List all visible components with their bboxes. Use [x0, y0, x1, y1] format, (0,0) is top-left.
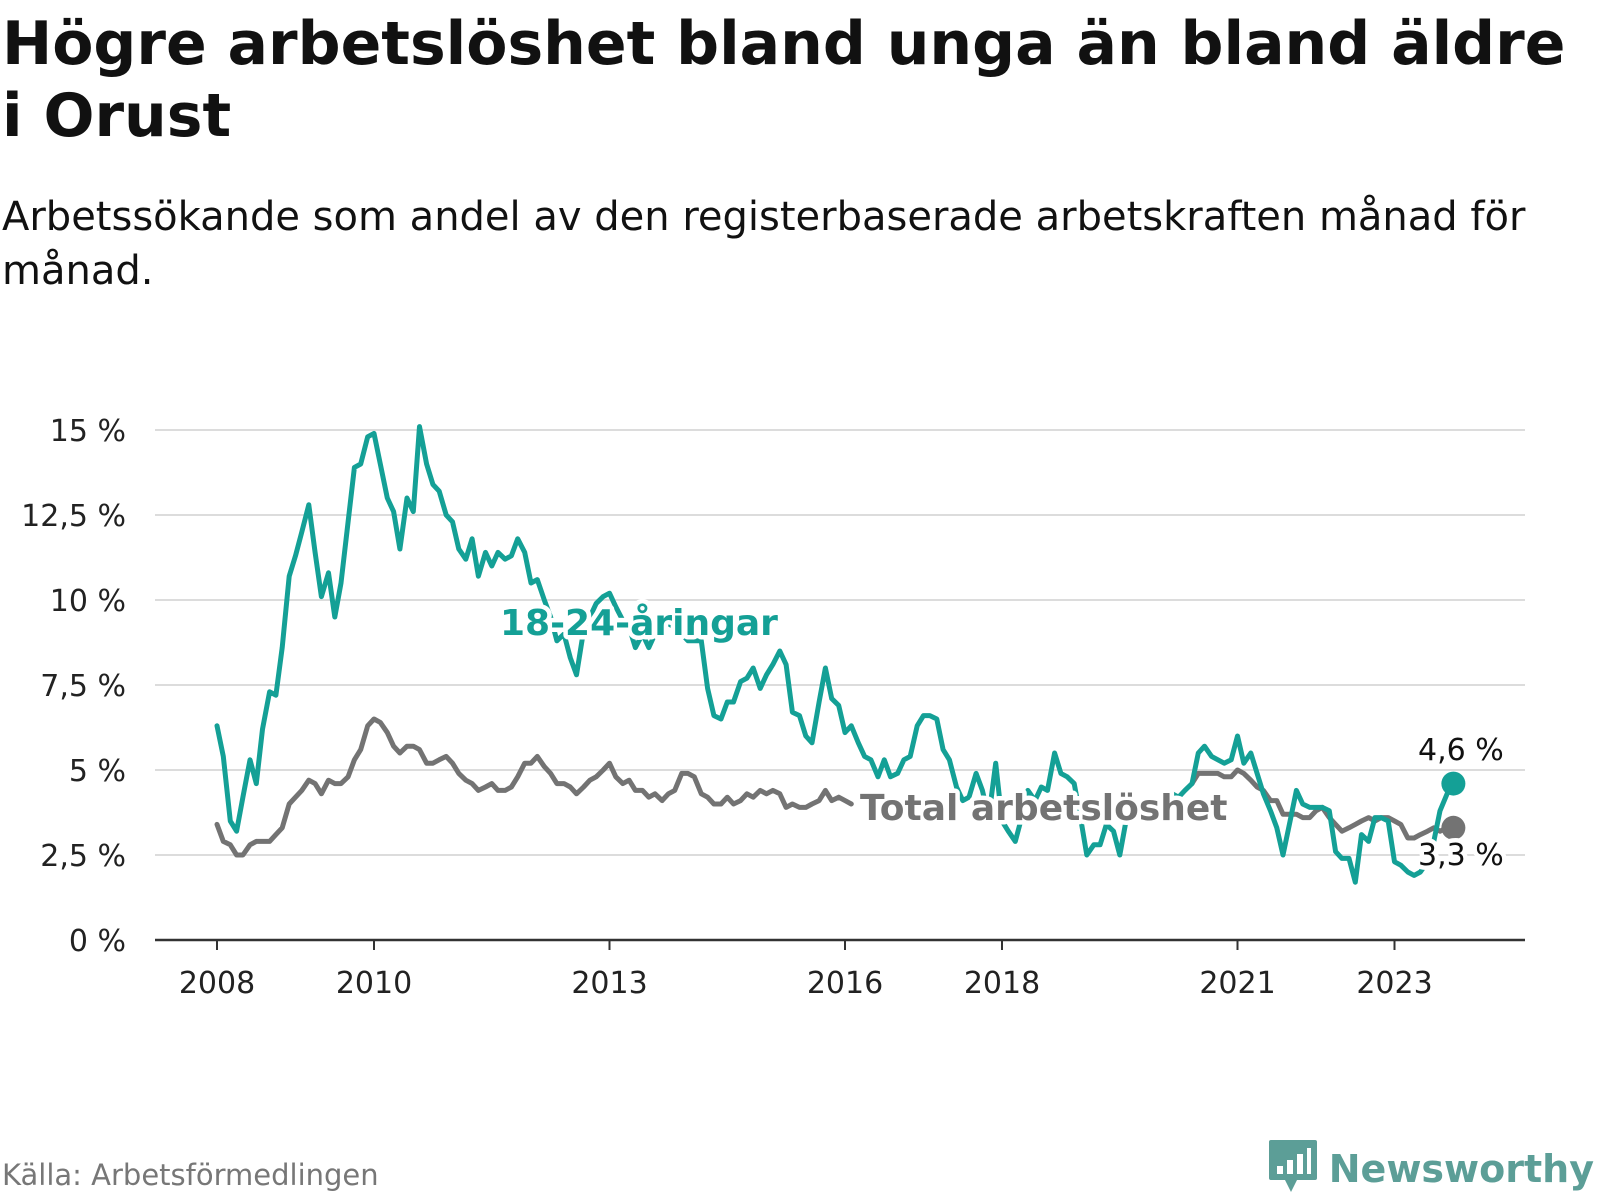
y-axis-tick-labels: 0 % 2,5 % 5 % 7,5 % 10 % 12,5 % 15 %	[21, 414, 126, 959]
x-tick-label: 2021	[1199, 966, 1275, 1001]
brand-name: Newsworthy	[1328, 1147, 1594, 1191]
bar-chart-icon	[1267, 1138, 1319, 1200]
total-end-marker	[1441, 815, 1466, 840]
total-series-label: Total arbetslöshet	[860, 788, 1228, 829]
y-tick-label: 0 %	[69, 924, 126, 959]
youth-end-marker	[1441, 771, 1466, 796]
series-labels: 4,6 % 3,3 % 18-24-åringar Total arbetslöshe…	[496, 599, 1509, 878]
y-tick-label: 5 %	[69, 754, 126, 789]
youth-series-label: 18-24-åringar	[500, 603, 778, 644]
chart-subtitle: Arbetssökande som andel av den registerb…	[2, 194, 1526, 294]
series-lines	[214, 424, 1466, 885]
x-tick-label: 2023	[1356, 966, 1432, 1001]
x-tick-label: 2010	[336, 966, 412, 1001]
source-note: Källa: Arbetsförmedlingen	[2, 1158, 379, 1192]
line-chart: 0 %2,5 %5 %7,5 %10 %12,5 %15 % 2008 2010 2…	[21, 414, 1525, 1001]
x-tick-label: 2018	[964, 966, 1040, 1001]
y-tick-label: 15 %	[50, 414, 126, 449]
youth-end-label: 4,6 %	[1418, 733, 1504, 768]
total-end-label: 3,3 %	[1418, 838, 1504, 873]
series-line	[1189, 767, 1456, 841]
grid-lines	[155, 429, 1525, 856]
x-tick-label: 2013	[571, 966, 647, 1001]
y-tick-label: 12,5 %	[21, 499, 126, 534]
y-tick-label: 10 %	[50, 584, 126, 619]
x-tick-label: 2016	[807, 966, 883, 1001]
series-line	[214, 424, 1456, 885]
x-axis: 2008 2010 2013 2016 2018 2021 2023	[155, 938, 1525, 1001]
y-tick-label: 7,5 %	[40, 669, 126, 704]
series-line	[214, 716, 854, 858]
brand-logo: Newsworthy	[1267, 1138, 1594, 1200]
y-tick-label: 2,5 %	[40, 839, 126, 874]
chart-title: Högre arbetslöshet bland unga än bland ä…	[2, 9, 1566, 151]
x-tick-label: 2008	[179, 966, 255, 1001]
